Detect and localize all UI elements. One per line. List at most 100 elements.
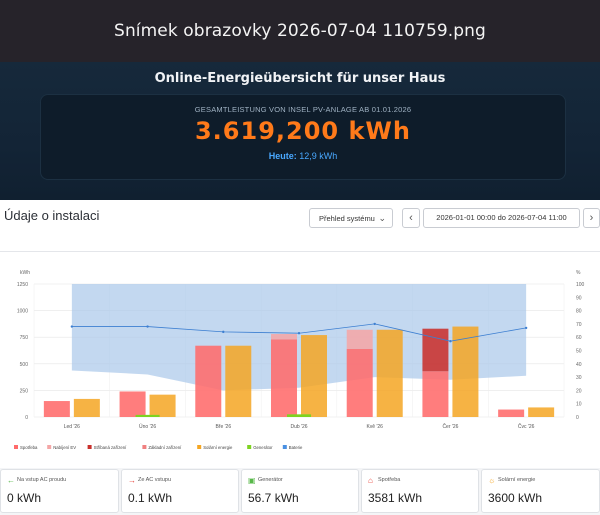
window-titlebar: Snímek obrazovky 2026-07-04 110759.png [0, 0, 600, 62]
x-tick-label: Kvě '26 [366, 424, 383, 430]
summary-label: Spotřeba [378, 477, 401, 483]
window-title: Snímek obrazovky 2026-07-04 110759.png [114, 21, 486, 41]
summary-card-ac-out: → Ze AC vstupu 0.1 kWh [121, 469, 239, 513]
energy-chart: kWh% 0 250 500 750 1000 1250 0 10 20 30 40 50 60 70 80 9… [0, 262, 600, 462]
bar-solar [528, 407, 555, 417]
y-tick-left: 500 [20, 362, 29, 368]
battery-avg-point [373, 322, 376, 326]
prev-period-button[interactable]: ‹ [402, 208, 420, 228]
summary-cards: ← Na vstup AC proudu 0 kWh → Ze AC vstup… [0, 468, 600, 515]
y-tick-right: 60 [576, 335, 582, 341]
summary-label: Ze AC vstupu [138, 477, 172, 483]
installation-toolbar: Údaje o instalaci Přehled systému ⌄ ‹ 20… [0, 200, 600, 252]
x-tick-label: Dub '26 [290, 424, 307, 430]
bar-solar [225, 345, 252, 417]
legend-swatch [197, 445, 202, 449]
summary-card-ac-in: ← Na vstup AC proudu 0 kWh [0, 469, 119, 513]
legend-label: Solární energie [203, 445, 233, 450]
legend-swatch [247, 445, 252, 449]
bar-consumption [43, 401, 70, 417]
y-tick-left: 1000 [17, 309, 28, 315]
battery-avg-point [70, 325, 74, 328]
sun-icon: ☼ [488, 476, 496, 485]
legend-swatch [47, 445, 52, 449]
y-axis-left-unit: kWh [20, 270, 30, 276]
battery-avg-point [524, 326, 528, 330]
bar-solar [149, 394, 176, 417]
generator-icon: ▣ [248, 476, 256, 485]
battery-avg-point [222, 330, 225, 334]
energy-banner: Online-Energieübersicht für unser Haus G… [0, 62, 600, 200]
bar-generator [135, 414, 160, 417]
bar-consumption [195, 345, 222, 417]
banner-title: Online-Energieübersicht für unser Haus [154, 71, 446, 86]
y-axis-right-unit: % [576, 270, 581, 276]
legend-label: Generátor [253, 445, 273, 450]
legend-swatch [282, 445, 287, 449]
summary-value: 0 kWh [7, 491, 42, 505]
bar-consumption [498, 409, 525, 417]
battery-avg-point [449, 339, 452, 343]
y-tick-right: 40 [576, 362, 582, 368]
y-tick-left: 0 [25, 415, 28, 421]
today-line: Heute: 12,9 kWh [41, 151, 565, 161]
battery-avg-point [297, 332, 301, 335]
y-tick-right: 80 [576, 309, 582, 315]
next-period-button[interactable]: › [583, 208, 600, 228]
y-tick-right: 100 [576, 282, 585, 288]
legend-label: Stříbaná zařízení [94, 445, 128, 450]
y-tick-left: 1250 [17, 282, 28, 288]
chevron-left-icon: ‹ [409, 212, 413, 224]
today-value: 12,9 kWh [299, 151, 338, 161]
bar-solar [73, 398, 100, 417]
energy-total-panel: GESAMTLEISTUNG VON INSEL PV-ANLAGE AB 01… [40, 94, 566, 180]
arrow-right-icon: → [128, 476, 136, 485]
y-tick-right: 0 [576, 415, 579, 421]
total-value: 3.619,200 kWh [194, 117, 411, 145]
house-icon: ⌂ [368, 476, 373, 485]
date-range-field[interactable]: 2026-01-01 00:00 do 2026-07-04 11:00 [423, 208, 580, 228]
bar-consumption [119, 391, 146, 417]
summary-label: Na vstup AC proudu [17, 477, 67, 483]
legend-label: Nabíjení EV [53, 445, 76, 450]
y-tick-right: 30 [576, 375, 582, 381]
legend-swatch [14, 445, 18, 449]
x-tick-label: Bře '26 [215, 424, 231, 430]
summary-card-generator: ▣ Generátor 56.7 kWh [241, 469, 359, 513]
bar-ev-charging [271, 334, 297, 340]
summary-card-consumption: ⌂ Spotřeba 3581 kWh [361, 469, 479, 513]
y-tick-left: 750 [20, 335, 29, 341]
arrow-left-icon: ← [7, 476, 15, 485]
bar-solar [452, 326, 479, 417]
summary-card-solar: ☼ Solární energie 3600 kWh [481, 469, 600, 513]
summary-label: Solární energie [498, 477, 536, 483]
battery-soc-band [71, 284, 527, 391]
bar-solar [301, 335, 327, 417]
summary-value: 0.1 kWh [128, 491, 173, 505]
today-label: Heute: [268, 151, 297, 161]
chevron-down-icon: ⌄ [378, 213, 386, 223]
bar-consumption [346, 348, 373, 417]
legend-label: Baterie [289, 445, 303, 450]
bar-consumption [271, 339, 297, 417]
view-select[interactable]: Přehled systému ⌄ [309, 208, 393, 228]
x-tick-label: Čer '26 [442, 423, 458, 430]
summary-value: 56.7 kWh [248, 491, 299, 505]
y-tick-right: 70 [576, 322, 582, 328]
view-select-value: Přehled systému [319, 214, 375, 223]
bar-generator [287, 414, 311, 417]
x-tick-label: Úno '26 [139, 423, 156, 430]
legend-swatch [142, 445, 147, 449]
legend-swatch [87, 445, 92, 449]
x-tick-label: Led '26 [64, 424, 80, 430]
battery-avg-point [146, 325, 149, 328]
page-title: Údaje o instalaci [4, 208, 100, 223]
legend-label: Základní zařízení [148, 445, 182, 450]
bar-stripped-devices [422, 328, 449, 372]
y-tick-right: 50 [576, 349, 582, 355]
chevron-right-icon: › [589, 212, 594, 224]
summary-label: Generátor [258, 477, 283, 483]
x-tick-label: Čvc '26 [518, 423, 535, 430]
bar-consumption [422, 371, 449, 417]
summary-value: 3581 kWh [368, 491, 423, 505]
